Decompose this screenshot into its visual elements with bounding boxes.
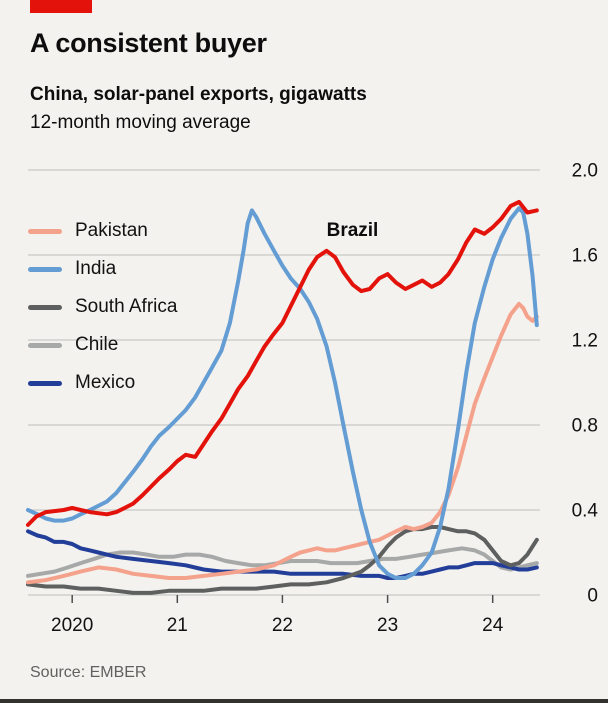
chart-subtitle-bold: China, solar-panel exports, gigawatts xyxy=(30,84,367,105)
bottom-rule xyxy=(0,699,608,703)
x-tick-label: 2020 xyxy=(51,615,93,636)
y-tick-label: 2.0 xyxy=(572,161,598,182)
south-africa-line xyxy=(26,525,539,595)
legend-item-mexico: Mexico xyxy=(28,364,177,402)
legend-label-chile: Chile xyxy=(75,334,119,355)
legend-item-india: India xyxy=(28,250,177,288)
y-tick-label: 0.4 xyxy=(572,501,599,522)
legend-item-chile: Chile xyxy=(28,326,177,364)
chile-line xyxy=(26,546,539,578)
chart-subtitle: 12-month moving average xyxy=(30,112,251,133)
india-line xyxy=(26,206,539,580)
mexico-line xyxy=(26,529,539,580)
source-note: Source: EMBER xyxy=(30,664,147,681)
south-africa-line-swatch xyxy=(28,304,62,310)
x-tick-label: 24 xyxy=(482,615,504,636)
y-tick-label: 1.6 xyxy=(572,246,598,267)
brazil-label: Brazil xyxy=(327,220,379,241)
x-tick-label: 23 xyxy=(377,615,398,636)
pakistan-line-swatch xyxy=(28,228,62,234)
chart-legend: Pakistan India South Africa Chile Mexico xyxy=(28,212,177,402)
y-tick-label: 1.2 xyxy=(572,331,598,352)
x-tick-label: 21 xyxy=(167,615,188,636)
legend-label-india: India xyxy=(75,258,117,279)
india-line-swatch xyxy=(28,266,62,272)
chile-line-swatch xyxy=(28,342,62,348)
pakistan-line xyxy=(26,301,539,585)
x-tick-label: 22 xyxy=(272,615,293,636)
legend-label-pakistan: Pakistan xyxy=(75,220,148,241)
brand-red-tag xyxy=(30,0,92,13)
line-chart: 0 0.4 0.8 1.2 1.6 2.0 2020 21 22 23 24 Brazil xyxy=(26,161,599,636)
legend-label-south-africa: South Africa xyxy=(75,296,178,317)
chart-title: A consistent buyer xyxy=(30,28,267,58)
y-tick-label: 0.8 xyxy=(572,416,598,437)
legend-label-mexico: Mexico xyxy=(75,372,136,393)
brazil-line xyxy=(26,199,539,527)
mexico-line-swatch xyxy=(28,380,62,386)
legend-item-pakistan: Pakistan xyxy=(28,212,177,250)
y-tick-label: 0 xyxy=(587,586,598,607)
legend-item-south-africa: South Africa xyxy=(28,288,177,326)
